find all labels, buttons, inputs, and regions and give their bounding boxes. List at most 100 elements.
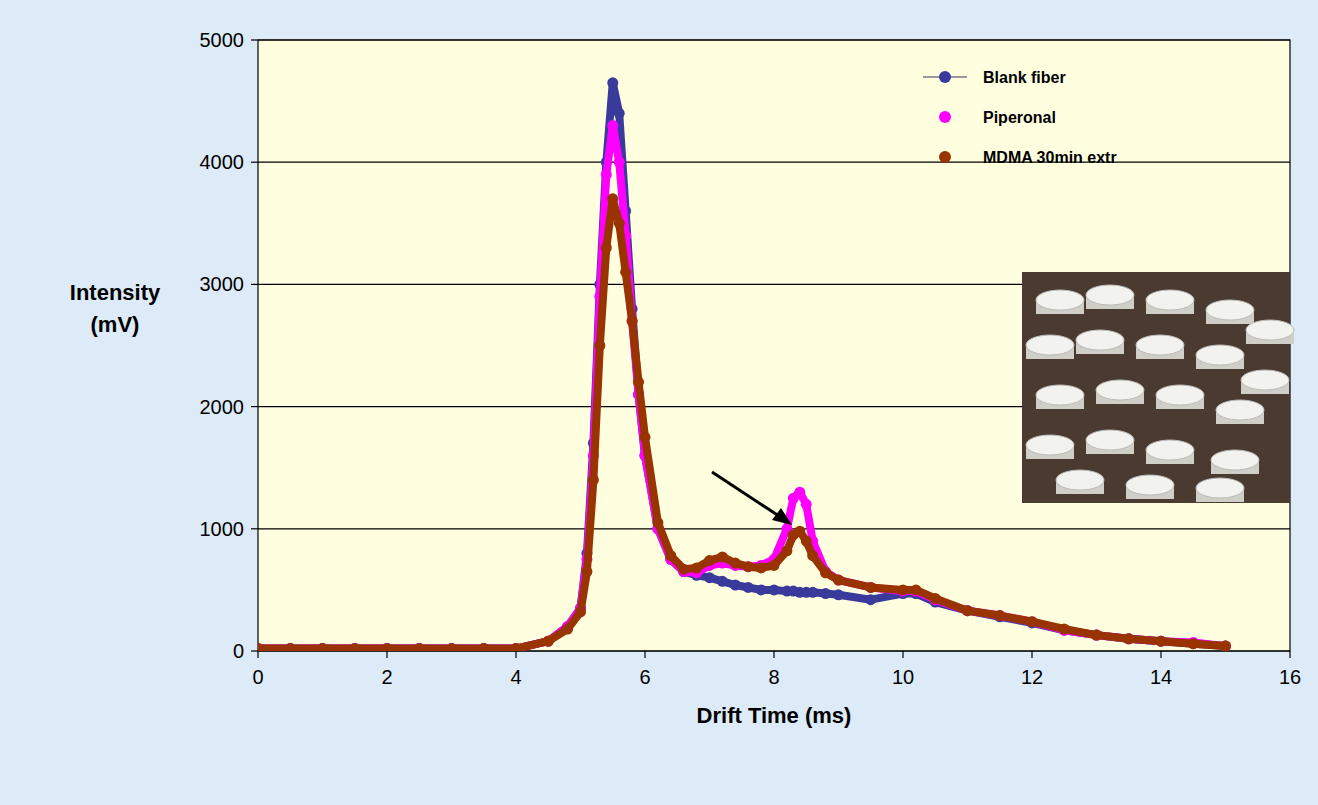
data-point bbox=[962, 605, 973, 616]
tick-mark bbox=[386, 651, 387, 658]
legend-label: Blank fiber bbox=[983, 69, 1066, 86]
data-point bbox=[1156, 636, 1167, 647]
data-point bbox=[794, 487, 805, 498]
data-point bbox=[833, 589, 844, 600]
data-point bbox=[414, 643, 425, 651]
data-point bbox=[910, 584, 921, 595]
data-point bbox=[769, 560, 780, 571]
plot-frame bbox=[258, 40, 1290, 651]
data-point bbox=[543, 636, 554, 647]
data-point bbox=[652, 517, 663, 528]
data-point bbox=[478, 643, 489, 651]
tick-label: 0 bbox=[233, 640, 244, 662]
tick-label: 8 bbox=[768, 666, 779, 688]
data-point bbox=[317, 643, 328, 651]
axis-title: Drift Time (ms) bbox=[697, 703, 852, 728]
data-point bbox=[691, 562, 702, 573]
data-point bbox=[607, 193, 618, 204]
data-point bbox=[833, 575, 844, 586]
data-point bbox=[962, 605, 973, 616]
data-point bbox=[633, 377, 644, 388]
data-point bbox=[743, 582, 754, 593]
data-point bbox=[865, 582, 876, 593]
tick-label: 4000 bbox=[200, 151, 245, 173]
data-point bbox=[349, 643, 360, 651]
arrow bbox=[712, 472, 792, 525]
data-point bbox=[1123, 633, 1134, 644]
data-point bbox=[614, 157, 625, 168]
data-point bbox=[285, 643, 296, 651]
tick-mark bbox=[644, 651, 645, 658]
data-point bbox=[1220, 641, 1231, 651]
data-point bbox=[414, 643, 425, 651]
legend-marker bbox=[939, 71, 951, 83]
tick-label: 16 bbox=[1279, 666, 1301, 688]
background bbox=[0, 0, 1318, 805]
tick-mark bbox=[1289, 651, 1290, 658]
legend-label: MDMA 30min extr bbox=[983, 149, 1117, 166]
data-point bbox=[285, 643, 296, 651]
data-point bbox=[285, 643, 296, 651]
data-point bbox=[801, 499, 812, 510]
plot-area bbox=[258, 40, 1290, 651]
tick-mark bbox=[251, 650, 258, 651]
data-point bbox=[833, 575, 844, 586]
chart: 0100020003000400050000246810121416Drift … bbox=[0, 0, 1318, 805]
data-point bbox=[1156, 636, 1167, 647]
data-point bbox=[317, 643, 328, 651]
data-point bbox=[349, 643, 360, 651]
data-point bbox=[478, 643, 489, 651]
data-point bbox=[575, 606, 586, 617]
data-point bbox=[627, 316, 638, 327]
tick-mark bbox=[773, 651, 774, 658]
data-point bbox=[607, 77, 618, 88]
tick-mark bbox=[251, 39, 258, 40]
data-point bbox=[743, 561, 754, 572]
data-point bbox=[317, 643, 328, 651]
tick-label: 6 bbox=[639, 666, 650, 688]
data-point bbox=[511, 643, 522, 651]
axis-title-line: Intensity bbox=[70, 280, 161, 305]
tick-mark bbox=[251, 406, 258, 407]
data-point bbox=[562, 624, 573, 635]
data-point bbox=[678, 564, 689, 575]
series-line bbox=[258, 126, 1226, 649]
data-point bbox=[601, 242, 612, 253]
tick-mark bbox=[902, 651, 903, 658]
series-line bbox=[258, 199, 1226, 649]
data-point bbox=[807, 550, 818, 561]
axis-title: Intensity(mV) bbox=[70, 280, 161, 337]
series-line bbox=[258, 83, 1226, 649]
data-point bbox=[581, 566, 592, 577]
data-point bbox=[446, 643, 457, 651]
tick-mark bbox=[251, 528, 258, 529]
data-point bbox=[1123, 633, 1134, 644]
tick-mark bbox=[1160, 651, 1161, 658]
data-point bbox=[994, 610, 1005, 621]
data-point bbox=[1091, 630, 1102, 641]
tick-label: 5000 bbox=[200, 29, 245, 51]
data-point bbox=[1123, 633, 1134, 644]
tick-mark bbox=[251, 162, 258, 163]
data-point bbox=[930, 593, 941, 604]
data-point bbox=[756, 584, 767, 595]
data-point bbox=[601, 169, 612, 180]
data-point bbox=[1091, 630, 1102, 641]
data-point bbox=[801, 536, 812, 547]
data-point bbox=[543, 636, 554, 647]
data-point bbox=[640, 432, 651, 443]
data-point bbox=[414, 643, 425, 651]
data-point bbox=[446, 643, 457, 651]
data-point bbox=[730, 558, 741, 569]
data-point bbox=[1027, 616, 1038, 627]
legend-marker bbox=[939, 151, 951, 163]
data-point bbox=[717, 551, 728, 562]
tick-mark bbox=[1031, 651, 1032, 658]
data-point bbox=[794, 526, 805, 537]
data-point bbox=[258, 643, 264, 651]
data-point bbox=[1059, 624, 1070, 635]
data-point bbox=[446, 643, 457, 651]
data-point bbox=[769, 584, 780, 595]
data-point bbox=[743, 561, 754, 572]
tick-label: 4 bbox=[510, 666, 521, 688]
